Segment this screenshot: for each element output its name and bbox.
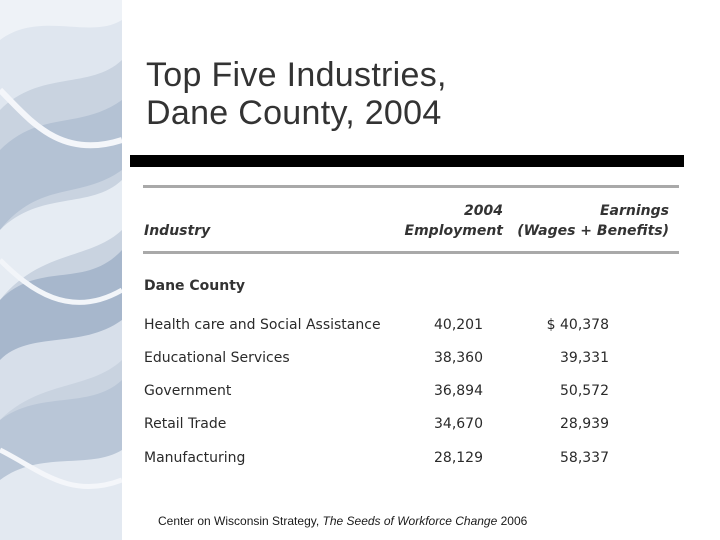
section-label-dane-county: Dane County (144, 278, 246, 294)
table-row: Manufacturing 28,129 58,337 (143, 446, 679, 470)
table-header-rule (143, 251, 679, 254)
cell-earnings: 28,939 (560, 416, 609, 432)
table-row: Health care and Social Assistance 40,201… (143, 313, 679, 337)
cell-employment: 34,670 (434, 416, 483, 432)
slide-title: Top Five Industries, Dane County, 2004 (146, 56, 686, 132)
source-suffix: 2006 (497, 514, 528, 528)
header-industry: Industry (144, 223, 211, 239)
cell-industry: Health care and Social Assistance (144, 317, 381, 333)
header-earnings: Earnings (Wages + Benefits) (513, 201, 669, 241)
table-row: Educational Services 38,360 39,331 (143, 346, 679, 370)
cell-industry: Educational Services (144, 350, 290, 366)
industries-table: Industry 2004 Employment Earnings (Wages… (143, 185, 679, 475)
cell-industry: Retail Trade (144, 416, 227, 432)
table-row: Retail Trade 34,670 28,939 (143, 412, 679, 436)
slide-title-line-2: Dane County, 2004 (146, 94, 442, 132)
cell-employment: 38,360 (434, 350, 483, 366)
title-underline-bar (130, 155, 684, 167)
cell-industry: Government (144, 383, 232, 399)
cell-employment: 40,201 (434, 317, 483, 333)
header-employment-line-1: 2004 (464, 203, 503, 219)
cell-employment: 36,894 (434, 383, 483, 399)
header-earnings-line-2: (Wages + Benefits) (517, 223, 669, 239)
cell-earnings: 50,572 (560, 383, 609, 399)
cell-earnings: 58,337 (560, 450, 609, 466)
source-title: The Seeds of Workforce Change (322, 514, 498, 528)
cell-industry: Manufacturing (144, 450, 246, 466)
header-employment: 2004 Employment (403, 201, 503, 241)
source-prefix: Center on Wisconsin Strategy, (158, 514, 323, 528)
cell-employment: 28,129 (434, 450, 483, 466)
slide-title-line-1: Top Five Industries, (146, 56, 447, 94)
header-earnings-line-1: Earnings (599, 203, 669, 219)
cell-earnings: $ 40,378 (546, 317, 609, 333)
header-employment-line-2: Employment (404, 223, 503, 239)
side-wave-decoration (0, 0, 122, 540)
table-row: Government 36,894 50,572 (143, 379, 679, 403)
cell-earnings: 39,331 (560, 350, 609, 366)
source-citation: Center on Wisconsin Strategy, The Seeds … (158, 514, 527, 528)
table-top-rule (143, 185, 679, 188)
